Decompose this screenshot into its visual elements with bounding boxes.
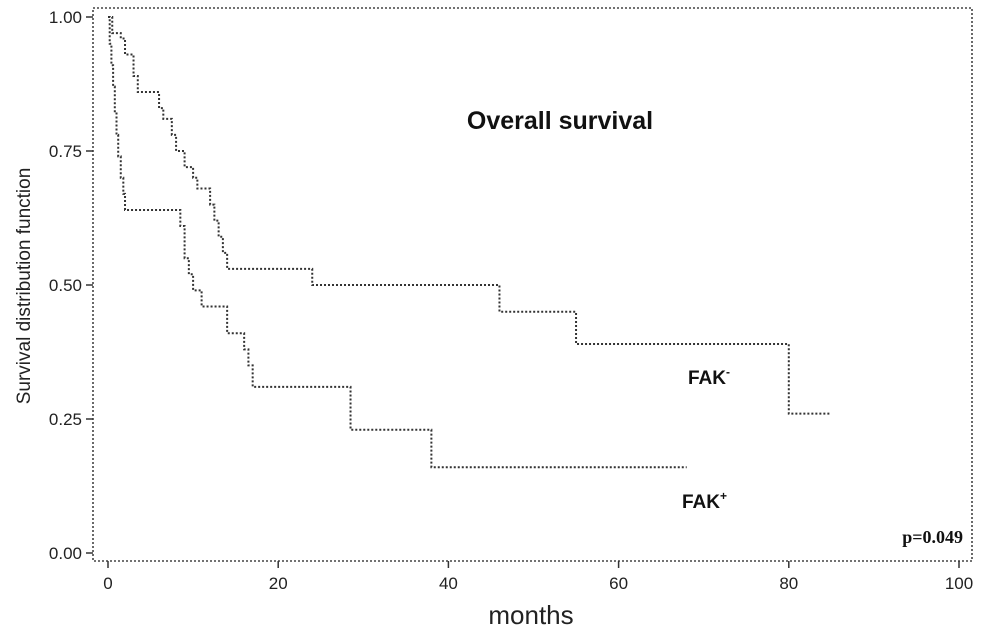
y-tick-label: 0.50 — [49, 276, 82, 295]
p-value-label: p=0.049 — [902, 527, 963, 547]
series-label-fak-negative-sup: - — [726, 365, 730, 379]
x-tick-label: 0 — [103, 574, 112, 593]
y-tick-label: 0.75 — [49, 142, 82, 161]
x-tick-label: 100 — [945, 574, 973, 593]
chart-title: Overall survival — [467, 107, 653, 135]
y-tick-label: 0.25 — [49, 410, 82, 429]
x-tick-label: 80 — [779, 574, 798, 593]
series-label-fak-positive-sup: + — [720, 489, 727, 503]
x-tick-label: 60 — [609, 574, 628, 593]
series-line-fak-negative — [108, 16, 832, 415]
x-tick-label: 40 — [439, 574, 458, 593]
series-label-fak-negative-name: FAK — [688, 368, 726, 389]
y-axis-title: Survival distribution function — [14, 168, 35, 405]
plot-frame — [92, 7, 973, 562]
x-axis: 0 20 40 60 80 100 — [103, 561, 973, 593]
x-axis-title: months — [488, 600, 573, 630]
series-line-fak-positive — [108, 16, 687, 469]
y-axis: 0.00 0.25 0.50 0.75 1.00 — [49, 8, 93, 563]
series-label-fak-positive: FAK+ — [682, 489, 727, 513]
series-label-fak-negative: FAK- — [688, 365, 730, 389]
series-layer — [108, 16, 832, 469]
x-tick-label: 20 — [269, 574, 288, 593]
y-tick-label: 1.00 — [49, 8, 82, 27]
y-tick-label: 0.00 — [49, 544, 82, 563]
series-label-fak-positive-name: FAK — [682, 492, 720, 513]
